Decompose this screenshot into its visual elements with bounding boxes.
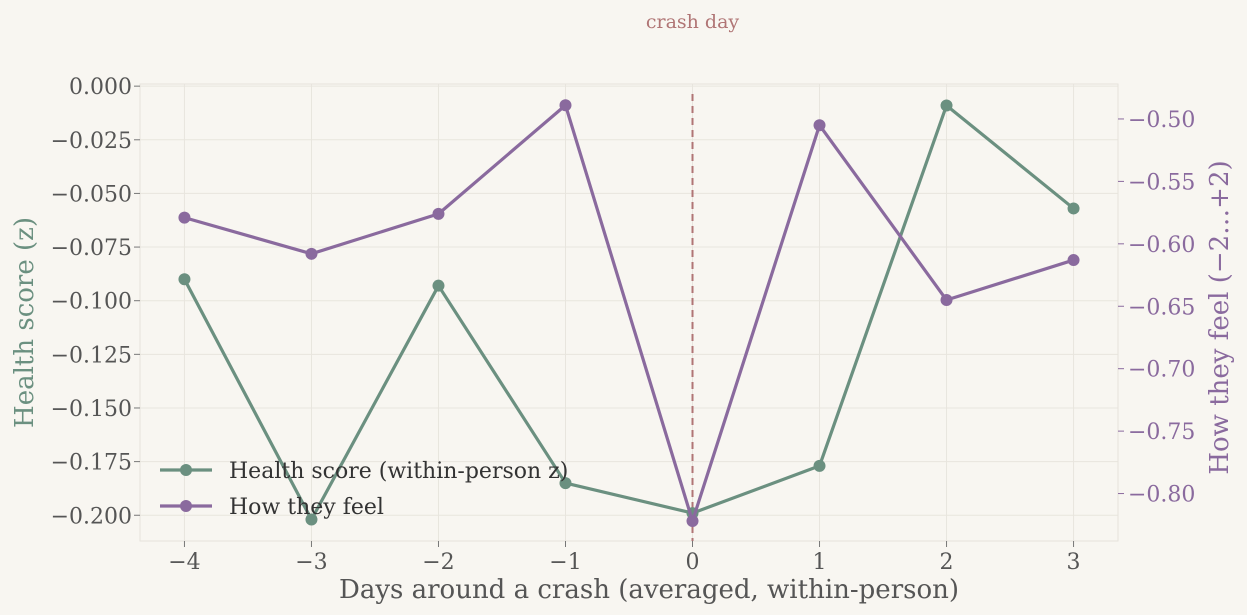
right-y-tick-label: −0.65 <box>1128 295 1195 320</box>
legend-swatch-marker <box>180 500 192 512</box>
left-y-tick-label: −0.050 <box>51 182 132 207</box>
series-2-point <box>305 247 318 260</box>
right-y-tick-label: −0.60 <box>1128 233 1195 258</box>
plot-area-frame <box>139 83 1119 542</box>
left-y-tick-label: 0.000 <box>69 75 132 100</box>
legend-swatch-marker <box>180 464 192 476</box>
right-y-axis-title: How they feel (−2…+2) <box>1205 160 1235 474</box>
x-tick-label: 0 <box>686 550 700 575</box>
series-line-2 <box>184 103 1075 523</box>
right-y-tick-label: −0.55 <box>1128 170 1195 195</box>
left-y-axis-ticks: 0.000 −0.025 −0.050 −0.075 −0.100 −0.125 −0.15… <box>51 75 140 529</box>
series-2-point <box>432 207 445 220</box>
series-1-point <box>305 513 318 526</box>
series-2-point <box>813 119 826 132</box>
x-tick-label: −2 <box>422 550 454 575</box>
x-tick-label: −1 <box>549 550 581 575</box>
x-tick-label: −3 <box>295 550 327 575</box>
series-2-point <box>559 99 572 112</box>
crash-day-marker: crash day <box>646 11 740 541</box>
left-y-tick-label: −0.100 <box>51 290 132 315</box>
right-y-axis-ticks: −0.50 −0.55 −0.60 −0.65 −0.70 −0.75 −0.80 <box>1118 108 1195 508</box>
left-y-tick-label: −0.125 <box>51 343 132 368</box>
series-2-point <box>1067 254 1080 267</box>
right-y-tick-label: −0.50 <box>1128 108 1195 133</box>
series-line-1 <box>183 103 1075 522</box>
legend: Health score (within-person z) How they f… <box>160 459 568 520</box>
x-tick-label: 3 <box>1067 550 1081 575</box>
x-tick-label: 2 <box>940 550 954 575</box>
series-lines <box>178 99 1080 528</box>
right-y-tick-label: −0.75 <box>1128 420 1195 445</box>
series-1-point <box>940 99 953 112</box>
left-y-tick-label: −0.075 <box>51 236 132 261</box>
left-y-tick-label: −0.175 <box>51 451 132 476</box>
left-y-tick-label: −0.150 <box>51 397 132 422</box>
series-1-point <box>178 273 191 286</box>
series-1-point <box>559 477 572 490</box>
legend-label: How they feel <box>229 495 384 520</box>
x-tick-label: 1 <box>813 550 827 575</box>
x-axis-ticks: −4 −3 −2 −1 0 1 2 3 <box>168 541 1081 575</box>
series-1-point <box>432 279 445 292</box>
legend-label: Health score (within-person z) <box>229 459 568 484</box>
series-2-point <box>178 211 191 224</box>
right-y-tick-label: −0.80 <box>1128 483 1195 508</box>
x-axis-title: Days around a crash (averaged, within-pe… <box>339 575 959 605</box>
right-y-tick-label: −0.70 <box>1128 358 1195 383</box>
crash-day-label: crash day <box>646 11 740 33</box>
left-y-tick-label: −0.025 <box>51 129 132 154</box>
series-2-point <box>940 294 953 307</box>
x-tick-label: −4 <box>168 550 200 575</box>
left-y-axis-title: Health score (z) <box>10 217 40 428</box>
series-1-point <box>1067 202 1080 215</box>
left-y-tick-label: −0.200 <box>51 504 132 529</box>
series-2-point <box>686 515 699 528</box>
series-1-point <box>813 459 826 472</box>
